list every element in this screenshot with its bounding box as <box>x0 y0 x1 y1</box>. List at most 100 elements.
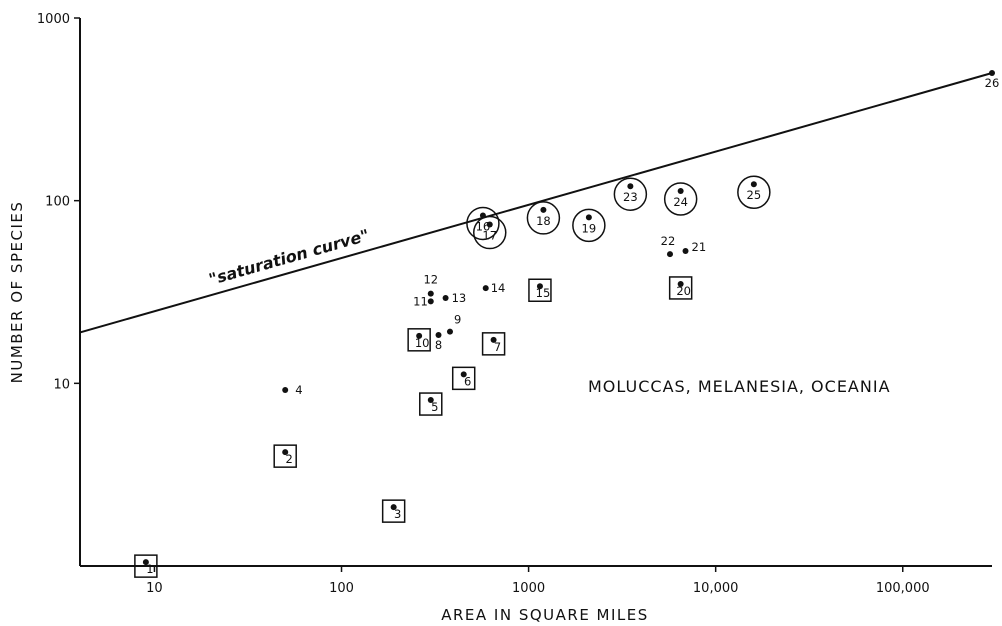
point-box <box>668 276 693 300</box>
point-dot <box>627 183 634 190</box>
point-label: 4 <box>295 383 302 397</box>
data-point-12: 12 <box>423 273 438 297</box>
point-label: 13 <box>452 291 467 305</box>
point-label: 10 <box>415 336 430 350</box>
point-label: 25 <box>747 188 762 202</box>
point-dot <box>427 290 434 297</box>
point-dot <box>486 221 493 228</box>
point-label: 2 <box>286 452 293 466</box>
region-annotation: MOLUCCAS, MELANESIA, OCEANIA <box>588 377 891 396</box>
data-point-24: 24 <box>663 182 698 216</box>
data-point-9: 9 <box>446 313 461 335</box>
data-point-1: 1 <box>134 554 158 578</box>
saturation-curve-layer <box>79 72 993 334</box>
data-point-19: 19 <box>572 208 606 243</box>
point-label: 12 <box>423 273 438 287</box>
data-point-16: 16 <box>466 206 500 241</box>
point-dot <box>989 69 995 76</box>
data-point-5: 5 <box>419 392 443 416</box>
data-point-8: 8 <box>435 331 442 352</box>
data-point-14: 14 <box>482 281 506 295</box>
data-point-18: 18 <box>526 201 561 235</box>
point-ring <box>613 177 648 211</box>
point-ring <box>473 215 507 250</box>
data-point-13: 13 <box>442 291 467 305</box>
data-point-20: 20 <box>668 276 693 300</box>
point-label: 3 <box>394 507 401 521</box>
point-box <box>407 328 431 352</box>
point-box <box>528 278 552 302</box>
point-box <box>273 444 297 468</box>
point-ring <box>572 208 606 243</box>
point-box <box>381 499 406 523</box>
point-dot <box>540 206 547 213</box>
data-point-3: 3 <box>381 499 406 523</box>
point-dot <box>427 397 434 404</box>
point-label: 9 <box>454 313 461 327</box>
point-ring <box>663 182 698 216</box>
point-label: 11 <box>413 294 428 308</box>
point-dot <box>536 283 543 290</box>
point-dot <box>446 328 453 335</box>
point-label: 8 <box>435 338 442 352</box>
data-point-15: 15 <box>528 278 552 302</box>
axis-ticks: 10 100 1000 10,000 100,000 10 100 1000 <box>37 12 930 596</box>
point-label: 5 <box>431 400 438 414</box>
x-axis-title: AREA IN SQUARE MILES <box>441 606 649 624</box>
x-tick-label: 100 <box>329 581 354 596</box>
data-point-23: 23 <box>613 177 648 211</box>
point-box <box>134 554 158 578</box>
data-point-22: 22 <box>661 234 675 258</box>
point-dot <box>390 504 397 511</box>
point-label: 19 <box>582 221 597 235</box>
point-dot <box>666 251 673 258</box>
x-tick-label: 1000 <box>512 581 545 596</box>
point-label: 16 <box>476 219 491 233</box>
y-axis-title: NUMBER OF SPECIES <box>8 201 26 384</box>
point-dot <box>682 248 689 255</box>
point-label: 1 <box>146 562 153 576</box>
point-label: 6 <box>464 374 471 388</box>
point-label: 15 <box>536 286 551 300</box>
point-box <box>481 332 506 356</box>
point-dot <box>435 331 442 338</box>
point-label: 24 <box>673 195 688 209</box>
point-dot <box>142 559 149 566</box>
point-ring <box>466 206 500 241</box>
point-dot <box>427 298 434 305</box>
data-point-2: 2 <box>273 444 297 468</box>
point-dot <box>585 214 592 221</box>
data-point-21: 21 <box>682 240 706 255</box>
point-dot <box>416 332 423 339</box>
point-box <box>419 392 443 416</box>
point-label: 26 <box>985 76 1000 90</box>
y-tick-label: 100 <box>45 195 70 210</box>
point-dot <box>677 280 684 287</box>
point-label: 17 <box>482 229 497 243</box>
data-point-11: 11 <box>413 294 434 308</box>
y-tick-label: 10 <box>53 377 70 392</box>
point-dot <box>490 336 497 343</box>
x-tick-label: 10,000 <box>693 581 739 596</box>
point-dot <box>677 187 684 194</box>
data-point-26: 26 <box>985 69 1000 90</box>
data-point-6: 6 <box>451 366 476 391</box>
x-tick-label: 100,000 <box>876 581 930 596</box>
point-dot <box>282 449 289 456</box>
point-dot <box>442 295 449 302</box>
data-point-7: 7 <box>481 332 506 356</box>
point-label: 7 <box>494 340 501 354</box>
point-dot <box>750 181 757 188</box>
data-point-25: 25 <box>737 175 771 209</box>
point-dot <box>482 285 489 292</box>
saturation-curve-line <box>79 72 993 334</box>
point-ring <box>737 175 771 209</box>
point-label: 23 <box>623 190 638 204</box>
data-point-17: 17 <box>473 215 507 250</box>
point-label: 14 <box>491 281 506 295</box>
y-tick-label: 1000 <box>37 12 70 27</box>
point-label: 18 <box>536 214 551 228</box>
data-point-10: 10 <box>407 328 431 352</box>
